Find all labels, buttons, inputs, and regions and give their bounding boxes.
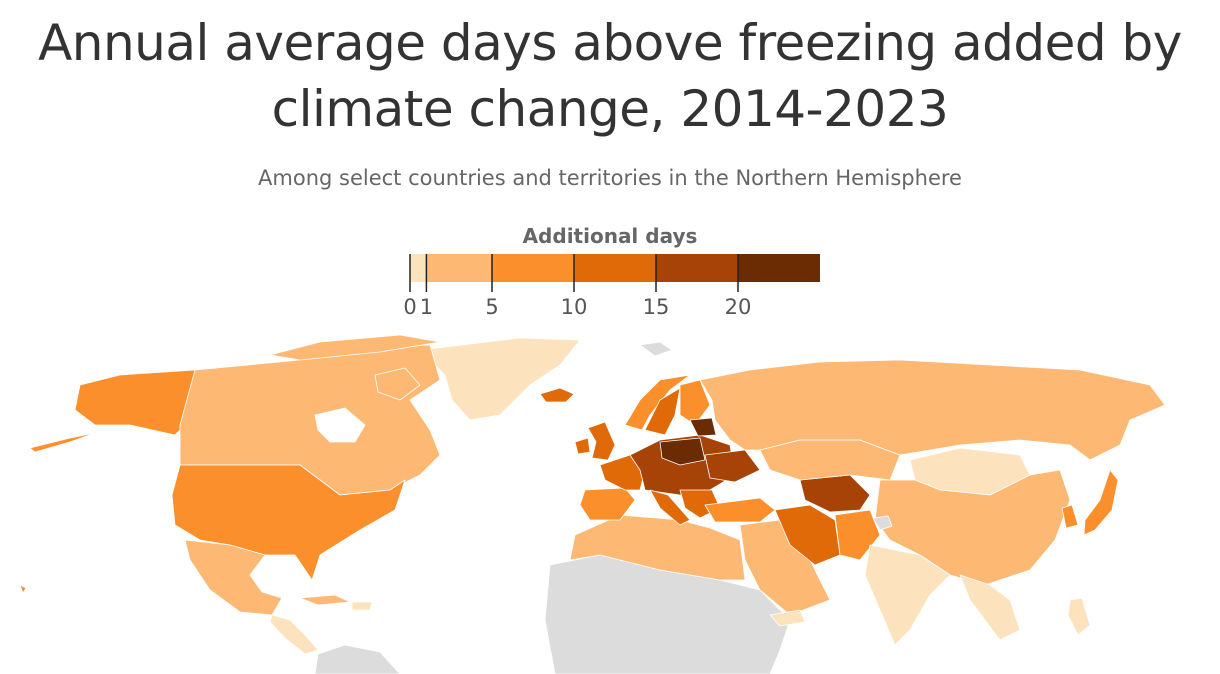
chart-title: Annual average days above freezing added… [0,10,1220,142]
region-ireland [574,437,591,455]
legend-swatch-2 [492,254,574,282]
legend-tick-label-5: 20 [725,295,752,319]
title-line-2: climate change, 2014-2023 [271,80,949,138]
region-india [864,544,951,646]
region-korea [1061,504,1079,529]
legend-title: Additional days [522,224,698,248]
legend-swatch-4 [656,254,738,282]
region-no-data-kashmir [872,515,893,531]
region-baltics [689,417,717,437]
legend-tick-label-4: 15 [643,295,670,319]
region-hawaii [19,584,27,594]
region-canada-islands [269,334,441,361]
legend-swatch-0 [410,254,427,282]
region-alaska [74,369,196,436]
region-japan [1083,469,1119,536]
region-mexico [184,539,283,616]
region-usa [171,464,406,581]
region-sweden [644,387,681,436]
region-turkey [704,497,776,523]
region-aleutians [29,432,96,453]
legend-tick-label-0: 0 [403,295,416,319]
chart-subtitle: Among select countries and territories i… [258,166,962,190]
region-central-europe [629,434,736,496]
legend-tick-label-3: 10 [561,295,588,319]
region-southeast-asia [959,574,1021,641]
legend-tick-label-2: 5 [485,295,498,319]
legend-tick-label-1: 1 [420,295,433,319]
region-iceland [539,387,575,403]
region-ukraine [704,449,761,483]
region-russia [699,359,1166,461]
title-line-1: Annual average days above freezing added… [38,14,1182,72]
region-baffin [374,367,421,401]
region-norway [624,374,691,431]
region-svalbard [639,341,673,357]
region-china [874,469,1071,586]
region-central-america [269,614,319,655]
legend-swatch-5 [738,254,820,282]
region-cuba [299,594,351,606]
region-yemen [769,609,806,627]
map-regions [19,334,1166,674]
region-north-africa [569,514,746,581]
legend-swatch-3 [574,254,656,282]
region-italy [649,489,691,526]
region-finland [679,379,711,426]
region-poland [659,437,706,466]
region-greenland [419,337,581,421]
legend-swatch-1 [426,254,492,282]
hudson-bay [314,407,366,443]
region-hispaniola [351,601,373,611]
region-philippines [1067,597,1091,636]
region-south-america [314,644,401,674]
choropleth-map [19,334,1166,674]
color-legend: 0 1 5 10 15 20 [403,254,820,319]
region-uk [587,421,616,461]
